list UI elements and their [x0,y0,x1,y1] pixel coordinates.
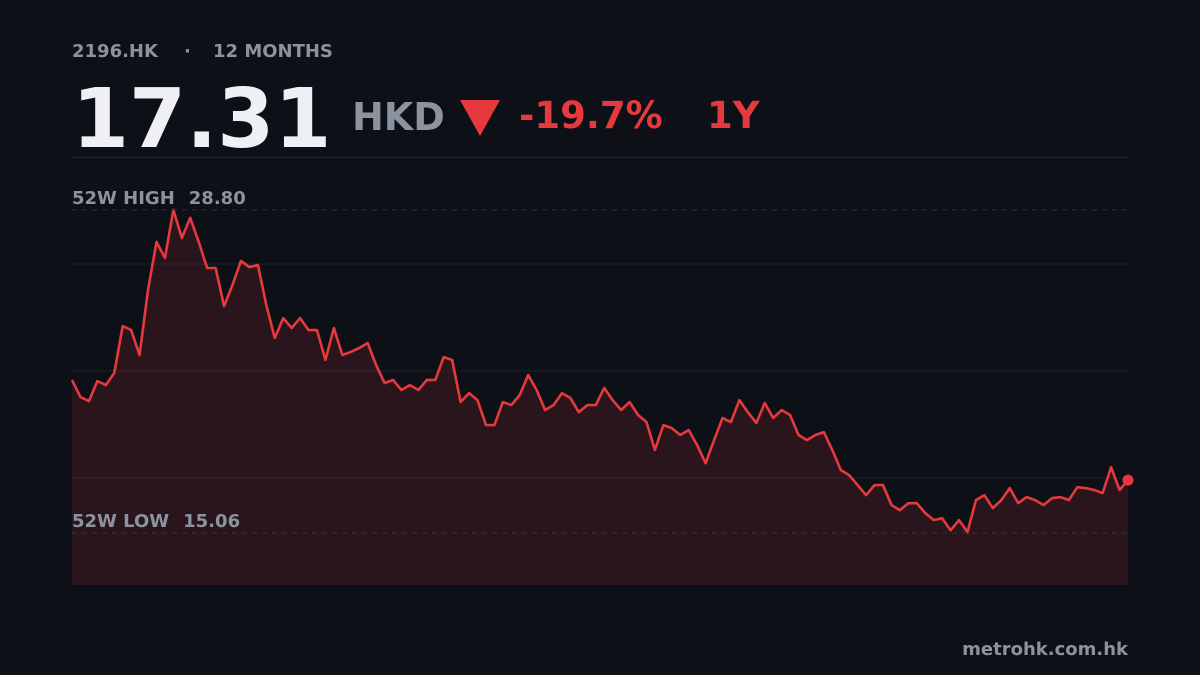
high-value: 28.80 [189,188,246,209]
footer: metrohk.com.hk [962,639,1129,660]
last-point [1122,474,1134,486]
change: -19.7% [519,94,663,137]
down-arrow [460,100,500,136]
currency: HKD [352,95,445,139]
price: 17.31 [72,72,331,167]
plot: 52W HIGH 28.80 52W LOW 15.06 [70,188,1134,585]
low-label: 52W LOW [72,511,169,532]
high-label: 52W HIGH [72,188,175,209]
separator: · [184,41,191,62]
low-value: 15.06 [183,511,240,532]
range: 1Y [707,94,761,137]
ticker: 2196.HK [72,41,159,62]
period: 12 MONTHS [213,41,333,62]
price-line [70,208,1129,534]
